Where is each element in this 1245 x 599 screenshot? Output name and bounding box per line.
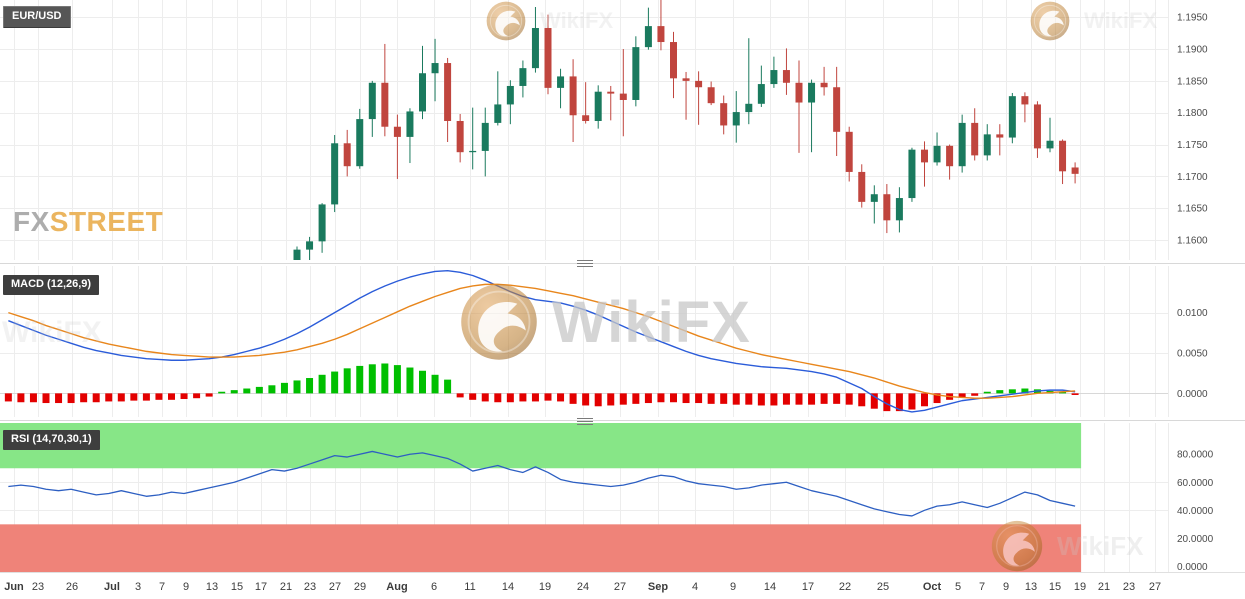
price-gridlines [0,17,1168,241]
svg-text:Oct: Oct [923,581,942,593]
svg-text:9: 9 [730,581,736,593]
svg-text:21: 21 [1098,581,1110,593]
svg-text:0.0050: 0.0050 [1177,348,1208,359]
svg-text:6: 6 [431,581,437,593]
candlestick-series [293,0,1079,263]
fxstreet-logo: FXSTREET [13,206,163,238]
svg-text:60.0000: 60.0000 [1177,478,1214,489]
svg-text:9: 9 [1003,581,1009,593]
macd-axis[interactable]: 0.0100 0.0050 0.0000 [1177,308,1208,400]
time-axis[interactable]: Jun 23 26 Jul 3 7 9 13 15 17 21 23 27 29 Aug 6 11 14 19 24 2… [4,581,1161,593]
svg-text:5: 5 [955,581,961,593]
svg-text:24: 24 [577,581,589,593]
svg-text:25: 25 [877,581,889,593]
svg-text:80.0000: 80.0000 [1177,450,1214,461]
svg-text:26: 26 [66,581,78,593]
svg-text:7: 7 [159,581,165,593]
svg-text:19: 19 [539,581,551,593]
svg-text:23: 23 [32,581,44,593]
rsi-indicator-badge: RSI (14,70,30,1) [3,430,100,450]
svg-text:27: 27 [614,581,626,593]
rsi-bands [0,422,1082,572]
svg-text:9: 9 [183,581,189,593]
svg-text:1.1650: 1.1650 [1177,204,1208,215]
panel-resize-handle[interactable] [577,260,593,267]
svg-text:11: 11 [464,581,475,593]
svg-text:Aug: Aug [386,581,407,593]
svg-text:Sep: Sep [648,581,668,593]
svg-text:7: 7 [979,581,985,593]
svg-text:22: 22 [839,581,851,593]
svg-text:Jul: Jul [104,581,120,593]
rsi-line [8,450,1076,517]
macd-indicator-badge: MACD (12,26,9) [3,275,100,295]
svg-text:Jun: Jun [4,581,24,593]
svg-text:0.0100: 0.0100 [1177,308,1208,319]
svg-text:14: 14 [502,581,514,593]
vertical-gridlines [14,0,1156,572]
price-axis[interactable]: 1.1950 1.1900 1.1850 1.1800 1.1750 1.1700 1.16… [1177,13,1208,247]
rsi-gridlines [0,482,1168,511]
svg-text:13: 13 [206,581,218,593]
svg-text:3: 3 [135,581,141,593]
svg-text:1.1700: 1.1700 [1177,172,1208,183]
svg-text:1.1900: 1.1900 [1177,45,1208,56]
svg-text:40.0000: 40.0000 [1177,506,1214,517]
svg-text:27: 27 [1149,581,1161,593]
svg-text:1.1600: 1.1600 [1177,236,1208,247]
svg-text:4: 4 [692,581,698,593]
svg-text:15: 15 [231,581,243,593]
svg-text:17: 17 [255,581,267,593]
rsi-axis[interactable]: 80.0000 60.0000 40.0000 20.0000 0.0000 [1177,450,1214,573]
macd-signal-line [8,283,1076,399]
fxstreet-logo-fx: FX [13,206,50,237]
svg-text:1.1800: 1.1800 [1177,108,1208,119]
svg-text:21: 21 [280,581,292,593]
svg-text:29: 29 [354,581,366,593]
svg-text:17: 17 [802,581,814,593]
symbol-badge: EUR/USD [3,6,71,28]
svg-text:20.0000: 20.0000 [1177,534,1214,545]
svg-text:23: 23 [1123,581,1135,593]
svg-text:27: 27 [329,581,341,593]
svg-text:0.0000: 0.0000 [1177,562,1208,573]
svg-text:13: 13 [1025,581,1037,593]
macd-histogram [4,363,1079,412]
svg-text:1.1750: 1.1750 [1177,140,1208,151]
svg-text:15: 15 [1049,581,1061,593]
panel-divider [0,260,1245,266]
macd-line [8,269,1076,413]
svg-text:19: 19 [1074,581,1086,593]
fxstreet-logo-street: STREET [49,206,164,237]
svg-text:14: 14 [764,581,776,593]
svg-text:1.1950: 1.1950 [1177,13,1208,24]
svg-text:1.1850: 1.1850 [1177,76,1208,87]
panel-divider [0,417,1245,423]
svg-text:0.0000: 0.0000 [1177,389,1208,400]
svg-text:23: 23 [304,581,316,593]
panel-resize-handle[interactable] [577,418,593,425]
